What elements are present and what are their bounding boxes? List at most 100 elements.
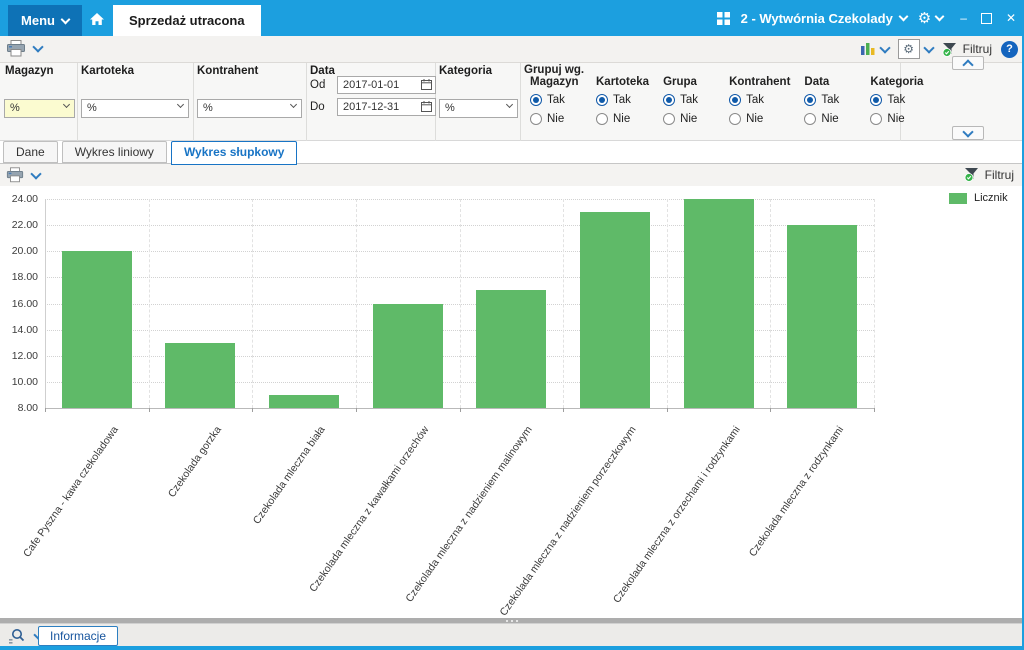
titlebar-right: 2 - Wytwórnia Czekolady ⚙ – ✕ (716, 0, 1016, 36)
legend-label: Licznik (974, 192, 1008, 204)
apps-grid-icon[interactable] (716, 11, 730, 25)
company-selector[interactable]: 2 - Wytwórnia Czekolady (740, 10, 909, 26)
date-from-input[interactable]: 2017-01-01 (337, 76, 436, 94)
grupuj-group-label: Magazyn (530, 76, 579, 88)
chart-type-button[interactable] (860, 41, 891, 56)
radio-tak[interactable]: Tak (596, 94, 649, 106)
bar-1 (165, 342, 236, 408)
magazyn-label: Magazyn (5, 65, 54, 77)
view-tabs: Dane Wykres liniowy Wykres słupkowy (3, 141, 298, 165)
radio-tak[interactable]: Tak (804, 94, 856, 106)
radio-icon (804, 113, 817, 125)
options-button[interactable]: ⚙ (897, 39, 935, 59)
radio-tak[interactable]: Tak (870, 94, 923, 106)
bar-chart: Licznik 8.00 10.00 12.00 14.00 16.00 18.00 20.… (0, 186, 1024, 618)
filter-label: Filtruj (984, 167, 1014, 182)
minimize-button[interactable]: – (960, 11, 967, 25)
radio-tak[interactable]: Tak (530, 94, 582, 106)
gridline-vertical (770, 199, 772, 408)
x-axis-tick (459, 408, 461, 412)
bar-7 (787, 225, 858, 408)
radio-icon (663, 113, 676, 125)
divider (193, 63, 194, 141)
x-axis-label: Czekolada mleczna biała (251, 424, 328, 527)
grupuj-group-data: Data Tak Nie (804, 76, 856, 132)
radio-nie[interactable]: Nie (530, 113, 582, 125)
help-button[interactable]: ? (1001, 40, 1018, 58)
radio-icon (870, 113, 883, 125)
home-button[interactable] (86, 8, 108, 30)
bar-3 (372, 303, 443, 408)
tab-wykres-liniowy[interactable]: Wykres liniowy (61, 141, 167, 163)
chevron-down-icon (176, 100, 185, 109)
chevron-down-icon (30, 167, 42, 180)
gridline-vertical (355, 199, 357, 408)
magazyn-select[interactable]: % (4, 99, 75, 118)
radio-tak[interactable]: Tak (663, 94, 715, 106)
company-name: 2 - Wytwórnia Czekolady (740, 10, 893, 26)
filter-panel: Magazyn Kartoteka Kontrahent Data Katego… (0, 56, 1024, 141)
date-from-value: 2017-01-01 (343, 79, 400, 91)
chart-legend: Licznik (949, 192, 1008, 204)
y-axis-label: 16.00 (11, 297, 38, 310)
filter-button[interactable]: Filtruj (942, 42, 992, 57)
do-label: Do (310, 101, 325, 113)
bar-4 (476, 290, 547, 408)
tab-wykres-slupkowy[interactable]: Wykres słupkowy (170, 141, 298, 165)
radio-icon (530, 113, 542, 125)
chevron-down-icon (878, 41, 891, 54)
collapse-panel-button[interactable] (952, 56, 984, 71)
print-button[interactable] (6, 40, 44, 57)
divider (77, 63, 78, 141)
gear-icon: ⚙ (897, 39, 920, 59)
printer-icon (7, 40, 25, 57)
x-axis-label: Czekolada mleczna z orzechami i rodzynka… (610, 424, 743, 606)
settings-menu[interactable]: ⚙ (918, 11, 945, 26)
grupuj-wg-label: Grupuj wg. (524, 64, 585, 76)
chevron-down-icon (32, 41, 44, 53)
calendar-icon[interactable] (421, 101, 432, 112)
radio-nie[interactable]: Nie (663, 113, 715, 125)
maximize-button[interactable] (980, 12, 992, 24)
chevron-down-icon (60, 14, 71, 24)
gridline-vertical (563, 199, 565, 408)
print-chart-button[interactable] (6, 167, 42, 183)
chevron-down-icon (62, 100, 71, 109)
divider (306, 63, 307, 141)
splitter-handle[interactable] (0, 618, 1024, 623)
expand-panel-button[interactable] (952, 126, 984, 140)
radio-icon (729, 94, 742, 106)
kategoria-select[interactable]: % (439, 99, 518, 118)
radio-icon (663, 94, 676, 106)
kontrahent-select[interactable]: % (197, 99, 302, 118)
radio-tak[interactable]: Tak (729, 94, 790, 106)
x-axis-tick (45, 408, 46, 412)
x-axis-tick (770, 408, 772, 412)
date-to-input[interactable]: 2017-12-31 (337, 98, 436, 116)
page-tab-sprzedaz-utracona[interactable]: Sprzedaż utracona (113, 5, 261, 36)
divider (520, 63, 521, 141)
chevron-down-icon (505, 100, 514, 109)
calendar-icon[interactable] (421, 79, 432, 90)
radio-nie[interactable]: Nie (729, 113, 790, 125)
filter-chart-button[interactable]: Filtruj (964, 167, 1014, 182)
gridline-vertical (459, 199, 461, 408)
preview-button[interactable] (8, 627, 45, 645)
gridline-vertical (666, 199, 668, 408)
close-button[interactable]: ✕ (1005, 11, 1016, 25)
kartoteka-select[interactable]: % (81, 99, 189, 118)
x-axis-tick (148, 408, 150, 412)
tab-dane[interactable]: Dane (3, 141, 58, 163)
informacje-button[interactable]: Informacje (38, 626, 119, 646)
kategoria-label: Kategoria (439, 65, 493, 77)
grupuj-group-kartoteka: Kartoteka Tak Nie (596, 76, 649, 132)
radio-icon (596, 113, 608, 125)
chevron-down-icon (898, 11, 909, 22)
menu-button[interactable]: Menu (8, 5, 82, 36)
radio-nie[interactable]: Nie (870, 113, 923, 125)
x-axis-label: Czekolada mleczna z rodzynkami (746, 424, 847, 560)
radio-nie[interactable]: Nie (804, 113, 856, 125)
x-axis-tick (252, 408, 254, 412)
filter-funnel-icon (964, 168, 978, 182)
radio-nie[interactable]: Nie (596, 113, 649, 125)
